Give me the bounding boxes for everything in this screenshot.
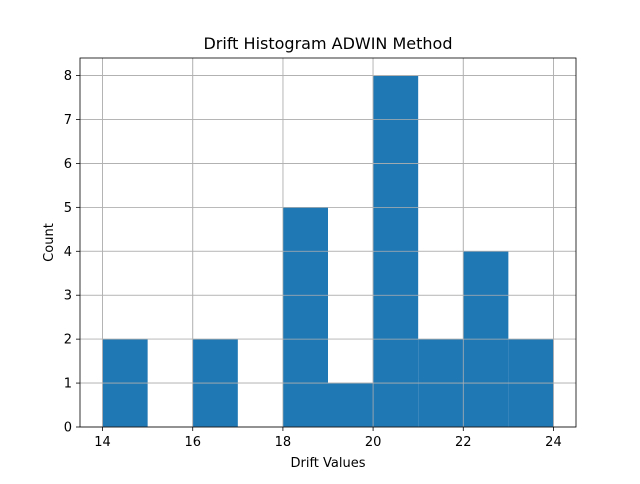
x-tick-label: 22 [455, 435, 472, 450]
x-tick-label: 16 [184, 435, 201, 450]
y-tick-label: 3 [64, 289, 72, 304]
axis-ticks: 14 16 18 20 22 24 0 1 2 3 4 5 6 7 8 [64, 69, 562, 450]
y-axis-label: Count [42, 223, 57, 262]
y-tick-label: 1 [64, 377, 72, 392]
y-tick-label: 2 [64, 333, 72, 348]
histogram-bar [328, 383, 374, 427]
x-axis-label: Drift Values [290, 456, 365, 471]
y-tick-label: 7 [64, 113, 72, 128]
y-tick-label: 5 [64, 201, 72, 216]
histogram-bar [282, 207, 328, 427]
x-tick-label: 24 [545, 435, 562, 450]
x-tick-label: 20 [365, 435, 382, 450]
plot-frame [79, 57, 577, 428]
y-tick-label: 0 [64, 421, 72, 436]
chart-title: Drift Histogram ADWIN Method [203, 34, 452, 53]
y-tick-label: 8 [64, 69, 72, 84]
histogram-bars [80, 58, 576, 428]
grid-overlay [80, 58, 576, 428]
x-tick-label: 18 [275, 435, 292, 450]
y-tick-label: 4 [64, 245, 72, 260]
x-tick-label: 14 [94, 435, 111, 450]
y-tick-label: 6 [64, 157, 72, 172]
